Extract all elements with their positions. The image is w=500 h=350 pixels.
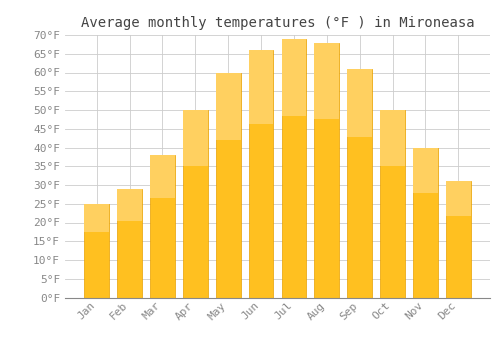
Bar	[413, 147, 438, 192]
Title: Average monthly temperatures (°F ) in Mironeasa: Average monthly temperatures (°F ) in Mi…	[80, 16, 474, 30]
Bar	[117, 189, 142, 298]
Bar	[216, 72, 240, 298]
Bar	[183, 110, 208, 166]
Bar	[380, 110, 405, 298]
Bar	[446, 181, 470, 216]
Bar	[216, 72, 240, 140]
Bar	[117, 189, 142, 222]
Bar	[84, 204, 109, 232]
Bar	[84, 204, 109, 298]
Bar	[282, 39, 306, 116]
Bar	[248, 50, 274, 124]
Bar	[314, 42, 339, 298]
Bar	[348, 69, 372, 298]
Bar	[248, 50, 274, 298]
Bar	[282, 39, 306, 298]
Bar	[446, 181, 470, 298]
Bar	[348, 69, 372, 138]
Bar	[150, 155, 174, 298]
Bar	[380, 110, 405, 166]
Bar	[314, 42, 339, 119]
Bar	[150, 155, 174, 198]
Bar	[183, 110, 208, 298]
Bar	[413, 147, 438, 298]
